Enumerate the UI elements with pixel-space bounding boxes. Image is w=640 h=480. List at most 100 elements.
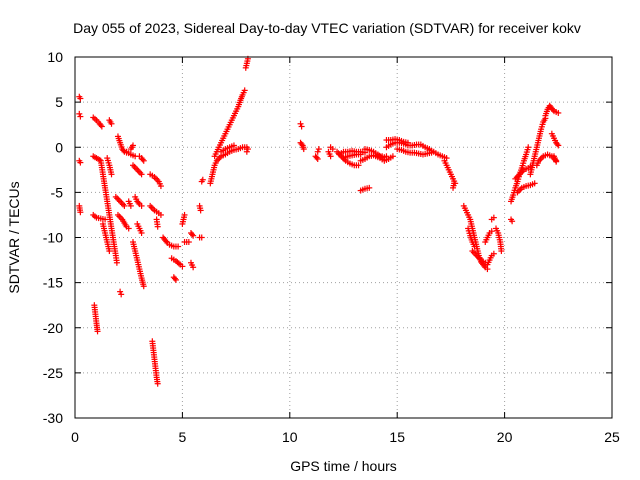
data-point bbox=[171, 275, 178, 282]
data-point bbox=[481, 262, 488, 269]
data-point bbox=[138, 171, 145, 178]
y-tick-label: -10 bbox=[43, 230, 63, 246]
data-point bbox=[389, 153, 396, 160]
data-point bbox=[185, 239, 192, 246]
data-point bbox=[525, 144, 532, 151]
data-point bbox=[154, 380, 161, 387]
tick-labels: 0 5 10 15 20 25 10 5 0 -5 -10 -15 -20 -25 -30 bbox=[43, 49, 620, 445]
data-point bbox=[77, 159, 84, 166]
data-point bbox=[140, 157, 147, 164]
data-point bbox=[102, 216, 109, 223]
y-tick-label: -5 bbox=[51, 184, 64, 200]
data-point bbox=[77, 113, 84, 120]
data-point bbox=[366, 184, 373, 191]
data-point bbox=[117, 288, 124, 295]
data-point bbox=[76, 110, 83, 117]
data-point bbox=[157, 211, 164, 218]
data-point bbox=[172, 276, 179, 283]
data-point bbox=[555, 109, 562, 116]
data-point bbox=[199, 176, 206, 183]
y-tick-label: 5 bbox=[55, 94, 63, 110]
data-point bbox=[314, 148, 321, 155]
data-point bbox=[355, 162, 362, 169]
data-point bbox=[77, 209, 84, 216]
data-point bbox=[488, 228, 495, 235]
data-point bbox=[197, 207, 204, 214]
data-point bbox=[98, 123, 105, 130]
data-point bbox=[549, 106, 556, 113]
data-point bbox=[125, 225, 132, 232]
x-tick-label: 15 bbox=[389, 429, 405, 445]
data-point bbox=[198, 234, 205, 241]
data-point bbox=[157, 183, 164, 190]
data-point bbox=[77, 95, 84, 102]
data-point bbox=[509, 218, 516, 225]
x-tick-label: 5 bbox=[179, 429, 187, 445]
data-point bbox=[127, 202, 134, 209]
data-points bbox=[76, 55, 562, 387]
data-point bbox=[300, 146, 307, 153]
data-point bbox=[243, 148, 250, 155]
data-point bbox=[553, 158, 560, 165]
data-point bbox=[244, 146, 251, 153]
data-point bbox=[298, 123, 305, 130]
data-point bbox=[154, 223, 161, 230]
data-point bbox=[113, 259, 120, 266]
x-tick-label: 25 bbox=[604, 429, 620, 445]
x-tick-label: 0 bbox=[71, 429, 79, 445]
data-point bbox=[241, 87, 248, 94]
y-tick-label: -20 bbox=[43, 320, 63, 336]
data-point bbox=[120, 147, 127, 154]
data-point bbox=[329, 146, 336, 153]
data-point bbox=[555, 142, 562, 149]
data-point bbox=[357, 151, 364, 158]
grid bbox=[75, 57, 612, 418]
data-point bbox=[190, 232, 197, 239]
data-point bbox=[118, 291, 125, 298]
data-point bbox=[554, 141, 561, 148]
data-point bbox=[108, 120, 115, 127]
plot-frame bbox=[74, 56, 613, 419]
data-point bbox=[531, 180, 538, 187]
data-point bbox=[139, 156, 146, 163]
data-point bbox=[404, 139, 411, 146]
x-axis-label: GPS time / hours bbox=[290, 458, 397, 474]
data-point bbox=[135, 199, 142, 206]
y-tick-label: -15 bbox=[43, 275, 63, 291]
data-point bbox=[230, 142, 237, 149]
data-point bbox=[138, 202, 145, 209]
data-point bbox=[190, 264, 197, 271]
data-point bbox=[181, 211, 188, 218]
data-point bbox=[490, 250, 497, 257]
y-tick-label: -25 bbox=[43, 365, 63, 381]
data-point bbox=[97, 122, 104, 129]
data-point bbox=[189, 231, 196, 238]
data-point bbox=[490, 214, 497, 221]
x-tick-label: 10 bbox=[282, 429, 298, 445]
data-point bbox=[471, 243, 478, 250]
data-point bbox=[297, 120, 304, 127]
data-point bbox=[96, 156, 103, 163]
data-point bbox=[451, 180, 458, 187]
data-point bbox=[327, 153, 334, 160]
data-point bbox=[179, 263, 186, 270]
data-point bbox=[313, 154, 320, 161]
x-tick-label: 20 bbox=[497, 429, 513, 445]
data-point bbox=[129, 142, 136, 149]
y-axis-label: SDTVAR / TECUs bbox=[6, 181, 22, 293]
data-point bbox=[163, 238, 170, 245]
data-point bbox=[315, 146, 322, 153]
data-point bbox=[175, 243, 182, 250]
data-point bbox=[498, 248, 505, 255]
data-point bbox=[314, 155, 321, 162]
data-point bbox=[121, 202, 128, 209]
data-point bbox=[108, 171, 115, 178]
data-point bbox=[140, 283, 147, 290]
data-point bbox=[106, 248, 113, 255]
y-tick-label: -30 bbox=[43, 410, 63, 426]
data-point bbox=[298, 141, 305, 148]
data-point bbox=[138, 229, 145, 236]
data-point bbox=[94, 328, 101, 335]
chart-title: Day 055 of 2023, Sidereal Day-to-day VTE… bbox=[73, 20, 581, 36]
